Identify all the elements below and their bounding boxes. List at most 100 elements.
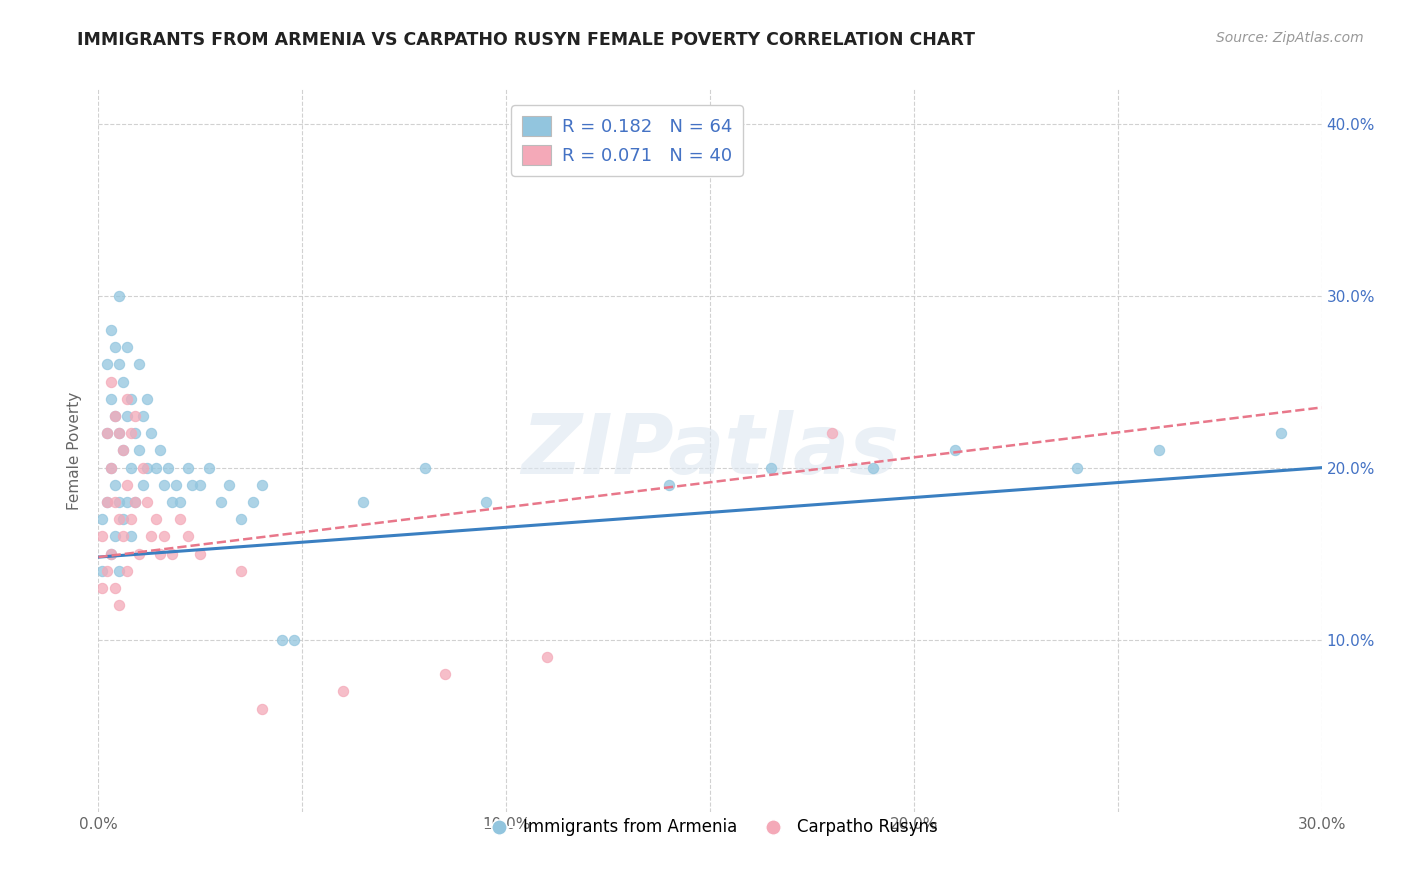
Point: [104, 581, 127, 595]
Point: [124, 426, 146, 441]
Point: [145, 512, 167, 526]
Point: [104, 495, 127, 509]
Point: [943, 443, 966, 458]
Legend: Immigrants from Armenia, Carpatho Rusyns: Immigrants from Armenia, Carpatho Rusyns: [475, 812, 945, 843]
Point: [100, 460, 122, 475]
Point: [132, 409, 155, 423]
Point: [120, 529, 142, 543]
Point: [761, 460, 783, 475]
Point: [115, 409, 138, 423]
Point: [104, 409, 127, 423]
Point: [658, 478, 681, 492]
Point: [136, 495, 159, 509]
Point: [141, 426, 163, 441]
Point: [96, 495, 118, 509]
Point: [115, 392, 138, 406]
Point: [91, 512, 114, 526]
Point: [132, 478, 155, 492]
Point: [108, 599, 131, 613]
Point: [96, 426, 118, 441]
Point: [120, 460, 142, 475]
Point: [145, 460, 167, 475]
Point: [91, 529, 114, 543]
Point: [96, 495, 118, 509]
Point: [100, 323, 122, 337]
Point: [231, 564, 253, 578]
Point: [115, 478, 138, 492]
Point: [169, 512, 191, 526]
Point: [111, 443, 134, 458]
Point: [111, 512, 134, 526]
Point: [111, 529, 134, 543]
Point: [108, 288, 131, 302]
Point: [209, 495, 232, 509]
Point: [434, 667, 457, 681]
Point: [332, 684, 354, 698]
Point: [152, 529, 174, 543]
Point: [231, 512, 253, 526]
Point: [160, 547, 183, 561]
Point: [100, 460, 122, 475]
Point: [165, 478, 187, 492]
Point: [128, 547, 150, 561]
Point: [108, 426, 131, 441]
Point: [96, 358, 118, 372]
Point: [1066, 460, 1088, 475]
Point: [136, 460, 159, 475]
Point: [104, 478, 127, 492]
Point: [413, 460, 436, 475]
Point: [188, 478, 212, 492]
Point: [474, 495, 498, 509]
Point: [100, 392, 122, 406]
Point: [250, 701, 273, 715]
Point: [149, 443, 172, 458]
Point: [136, 392, 159, 406]
Point: [120, 512, 142, 526]
Point: [128, 443, 150, 458]
Point: [181, 478, 204, 492]
Point: [536, 649, 558, 664]
Point: [108, 564, 131, 578]
Point: [160, 495, 183, 509]
Point: [104, 529, 127, 543]
Point: [108, 358, 131, 372]
Point: [177, 460, 200, 475]
Point: [156, 460, 179, 475]
Point: [188, 547, 212, 561]
Point: [100, 547, 122, 561]
Point: [352, 495, 374, 509]
Point: [242, 495, 264, 509]
Point: [1147, 443, 1170, 458]
Point: [1270, 426, 1292, 441]
Point: [169, 495, 191, 509]
Point: [111, 443, 134, 458]
Point: [91, 564, 114, 578]
Point: [177, 529, 200, 543]
Point: [124, 409, 146, 423]
Point: [100, 547, 122, 561]
Point: [218, 478, 240, 492]
Y-axis label: Female Poverty: Female Poverty: [67, 392, 83, 509]
Point: [104, 409, 127, 423]
Point: [124, 495, 146, 509]
Point: [141, 529, 163, 543]
Point: [100, 375, 122, 389]
Point: [115, 495, 138, 509]
Point: [115, 340, 138, 354]
Point: [128, 358, 150, 372]
Point: [111, 375, 134, 389]
Text: Source: ZipAtlas.com: Source: ZipAtlas.com: [1216, 31, 1364, 45]
Point: [96, 564, 118, 578]
Point: [108, 426, 131, 441]
Point: [821, 426, 844, 441]
Point: [115, 564, 138, 578]
Point: [108, 512, 131, 526]
Point: [283, 632, 305, 647]
Point: [124, 495, 146, 509]
Point: [270, 632, 294, 647]
Point: [108, 495, 131, 509]
Point: [96, 426, 118, 441]
Point: [132, 460, 155, 475]
Point: [149, 547, 172, 561]
Text: IMMIGRANTS FROM ARMENIA VS CARPATHO RUSYN FEMALE POVERTY CORRELATION CHART: IMMIGRANTS FROM ARMENIA VS CARPATHO RUSY…: [77, 31, 976, 49]
